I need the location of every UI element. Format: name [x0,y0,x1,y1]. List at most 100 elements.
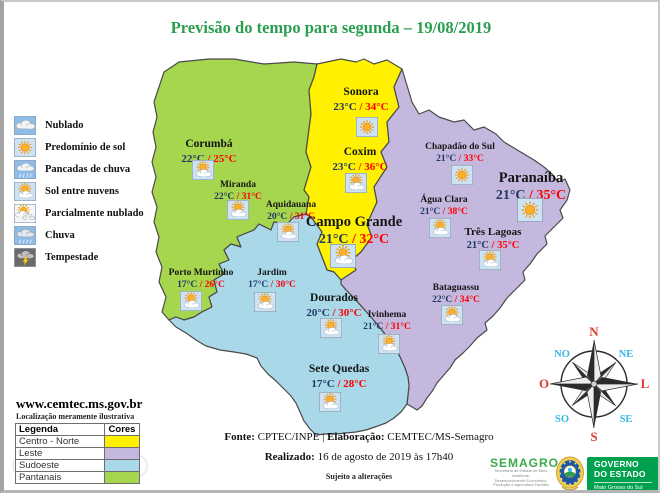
page-title: Previsão do tempo para segunda – 19/08/2… [170,18,492,37]
city-name: Água Clara [420,195,468,205]
compass-label-so: SO [555,414,569,425]
temp-max: / 30°C [268,280,296,291]
city-marker: Porto Murtinho 17°C / 26°C [169,268,234,291]
ms-coat-of-arms-icon [556,456,584,490]
city-name: Sete Quedas [308,363,370,375]
weather-legend-label: Pancadas de chuva [45,163,131,175]
city-marker: Campo Grande 21°C / 32°C [306,214,402,249]
city-name: Aquidauana [265,200,317,210]
region-color-swatch [104,447,140,460]
cores-header: Cores [104,423,140,436]
predominio-sol-icon [517,198,543,222]
weather-legend: Nublado Predomínio de sol Pancadas de chuv… [14,114,144,268]
city-temps: 21°C / 32°C [306,232,402,249]
city-marker: Aquidauana 20°C / 31°C [266,200,316,223]
city-name: Miranda [220,180,256,190]
compass-label-n: N [589,324,599,339]
sol-entre-nuvens-icon [192,160,214,180]
city-temps: 22°C / 34°C [432,295,480,306]
compass-label-ne: NE [619,349,634,360]
governo-line1: GOVERNO [594,459,639,469]
city-temps: 23°C / 34°C [333,101,388,114]
sol-entre-nuvens-icon [479,250,501,270]
semagro-logo: SEMAGRO Secretaria de Estado de Meio Amb… [490,457,558,488]
semagro-subtitle: Desenvolvimento Econômico, [494,477,548,483]
legend-table-row: Pantanais [15,471,140,484]
region-color-legend-table: Legenda Cores Centro - Norte Leste Sudoest… [15,423,140,484]
predominio-sol-icon [356,117,378,137]
weather-legend-label: Tempestade [45,251,99,263]
region-color-swatch [104,471,140,484]
sol-entre-nuvens-icon [319,392,341,412]
temp-min: 23°C [333,100,357,113]
weather-legend-label: Sol entre nuvens [45,185,119,197]
city-marker: Sete Quedas 17°C / 28°C [309,363,369,391]
city-temps: 17°C / 26°C [169,280,234,291]
fonte-label: Fonte: [224,431,255,443]
temp-max: / 28°C [334,377,367,390]
weather-legend-item: Tempestade [14,246,144,268]
realizado-label: Realizado: [264,451,315,463]
sol-entre-nuvens-icon [429,218,451,238]
temp-min: 21°C [466,239,489,251]
compass-label-se: SE [620,414,633,425]
city-temps: 22°C / 31°C [214,192,262,203]
city-marker: Três Lagoas 21°C / 35°C [465,226,522,252]
predominio-sol-icon [451,165,473,185]
temp-min: 20°C [267,212,288,223]
city-temps: 17°C / 28°C [309,378,369,391]
fonte-value: CPTEC/INPE | [254,431,328,443]
weather-legend-item: Nublado [14,114,144,136]
temp-min: 17°C [311,377,335,390]
nublado-icon [14,115,36,135]
region-name: Leste [15,447,105,460]
temp-max: / 32°C [348,232,390,248]
temp-max: / 31°C [287,212,315,223]
weather-legend-item: Pancadas de chuva [14,158,144,180]
city-temps: 21°C / 38°C [420,207,468,218]
map-disclaimer: Localização meramente ilustrativa [16,412,135,421]
city-marker: Chapadão do Sul 21°C / 33°C [425,142,495,165]
weather-legend-label: Predomínio de sol [45,141,126,153]
city-marker: Sonora 23°C / 34°C [333,86,388,114]
pancadas-chuva-icon [14,159,36,179]
sol-entre-nuvens-icon [378,334,400,354]
generated-line: Realizado: 16 de agosto de 2019 às 17h40 [60,451,658,463]
website-url: www.cemtec.ms.gov.br [16,396,143,411]
temp-min: 21°C [318,232,349,248]
city-temps: 20°C / 30°C [306,307,361,320]
temp-max: / 26°C [197,280,225,291]
chuva-icon [14,225,36,245]
temp-max: / 25°C [204,152,237,165]
city-temps: 23°C / 36°C [332,161,387,174]
temp-min: 22°C [432,295,453,306]
source-line: Fonte: CPTEC/INPE | Elaboração: CEMTEC/M… [60,431,658,443]
temp-min: 23°C [332,160,356,173]
elaboracao-label: Elaboração: [327,431,385,443]
city-temps: 21°C / 31°C [363,322,411,333]
weather-legend-item: Parcialmente nublado [14,202,144,224]
region-sudoeste [168,213,410,436]
city-name: Jardim [257,268,287,278]
city-name: Porto Murtinho [168,268,234,278]
weather-legend-item: Sol entre nuvens [14,180,144,202]
city-name: Corumbá [185,138,233,150]
sol-entre-nuvens-icon [441,305,463,325]
city-marker: Bataguassu 22°C / 34°C [432,283,480,306]
weather-legend-label: Parcialmente nublado [45,207,144,219]
temp-max: / 34°C [452,295,480,306]
city-temps: 20°C / 31°C [266,212,316,223]
city-name: Bataguassu [432,283,480,293]
city-name: Sonora [343,86,379,98]
temp-min: 21°C [363,322,384,333]
subject-to-change-note: Sujeito a alterações [325,472,393,481]
region-name: Centro - Norte [15,435,105,448]
compass-rose: N NE L SE S SO O NO [532,322,656,446]
temp-max: / 33°C [456,154,484,165]
compass-label-o: O [539,376,549,391]
sol-entre-nuvens-icon [330,244,356,268]
city-marker: Dourados 20°C / 30°C [306,292,361,320]
legend-table-row: Leste [15,447,140,460]
legend-header: Legenda [15,423,105,436]
legend-table-row: Sudoeste [15,459,140,472]
